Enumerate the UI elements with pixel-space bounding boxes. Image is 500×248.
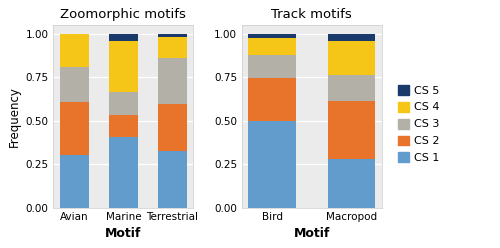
Bar <box>328 75 376 101</box>
Bar <box>108 34 138 41</box>
Bar <box>158 104 187 151</box>
Bar <box>158 34 187 37</box>
Bar <box>248 78 296 121</box>
Bar <box>108 115 138 137</box>
Bar <box>328 159 376 208</box>
Title: Zoomorphic motifs: Zoomorphic motifs <box>60 8 186 21</box>
Bar <box>248 55 296 78</box>
Bar <box>158 58 187 104</box>
Bar <box>108 41 138 92</box>
Bar <box>158 37 187 58</box>
Bar <box>60 67 89 102</box>
Y-axis label: Frequency: Frequency <box>8 86 22 147</box>
Bar <box>60 155 89 208</box>
X-axis label: Motif: Motif <box>105 227 142 240</box>
Bar <box>60 34 89 67</box>
Bar <box>60 102 89 155</box>
Bar <box>108 92 138 115</box>
Bar <box>328 34 376 41</box>
Legend: CS 5, CS 4, CS 3, CS 2, CS 1: CS 5, CS 4, CS 3, CS 2, CS 1 <box>396 83 442 165</box>
Bar <box>328 101 376 159</box>
Bar <box>248 34 296 38</box>
Bar <box>108 137 138 208</box>
Bar <box>248 121 296 208</box>
Title: Track motifs: Track motifs <box>272 8 352 21</box>
X-axis label: Motif: Motif <box>294 227 330 240</box>
Bar <box>328 41 376 75</box>
Bar <box>158 151 187 208</box>
Bar <box>248 38 296 55</box>
